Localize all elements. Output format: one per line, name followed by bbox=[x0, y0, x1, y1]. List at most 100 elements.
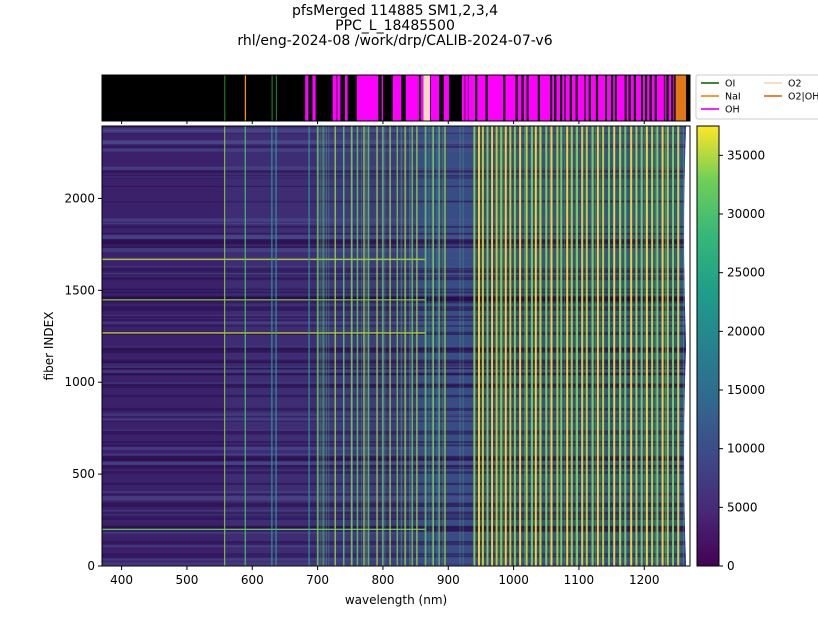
faint-line-48 bbox=[609, 126, 611, 566]
faint-line-40 bbox=[530, 126, 532, 566]
fiber-stripe-9 bbox=[102, 482, 690, 485]
fiber-stripe-128 bbox=[102, 361, 690, 365]
fiber-stripe-75 bbox=[102, 455, 690, 458]
y-tick-label-1000: 1000 bbox=[64, 375, 95, 389]
sky-line-59 bbox=[656, 126, 659, 566]
faint-line-53 bbox=[655, 126, 657, 566]
sky-line-4 bbox=[308, 126, 310, 566]
fiber-stripe-124 bbox=[102, 516, 690, 518]
faint-line-51 bbox=[408, 126, 410, 566]
x-tick-label-900: 900 bbox=[437, 573, 460, 587]
sky-line-40 bbox=[556, 126, 559, 566]
sky-line-53 bbox=[624, 126, 627, 566]
strip-band-10 bbox=[381, 75, 383, 121]
sky-line-32 bbox=[513, 126, 516, 566]
sky-line-29 bbox=[500, 126, 503, 566]
faint-line-54 bbox=[665, 126, 667, 566]
faint-line-0 bbox=[405, 126, 407, 566]
fiber-stripe-89 bbox=[102, 495, 690, 499]
faint-line-49 bbox=[442, 126, 444, 566]
faint-line-36 bbox=[365, 126, 367, 566]
faint-line-21 bbox=[361, 126, 363, 566]
sky-line-19 bbox=[424, 126, 427, 566]
sky-line-57 bbox=[645, 126, 648, 566]
sky-line-58 bbox=[651, 126, 654, 566]
fiber-stripe-134 bbox=[102, 232, 690, 235]
fiber-stripe-62 bbox=[102, 235, 690, 238]
faint-line-58 bbox=[620, 126, 622, 566]
sky-line-62 bbox=[672, 126, 675, 566]
legend-label-OH: OH bbox=[725, 105, 740, 116]
faint-line-1 bbox=[581, 126, 583, 566]
sky-line-11 bbox=[367, 126, 370, 566]
legend-label-O2: O2 bbox=[788, 79, 802, 90]
chart-title-line-1: pfsMerged 114885 SM1,2,3,4 bbox=[292, 3, 498, 19]
fiber-stripe-41 bbox=[102, 351, 690, 353]
fiber-stripe-15 bbox=[102, 176, 690, 179]
sky-line-43 bbox=[570, 126, 573, 566]
fiber-stripe-63 bbox=[102, 370, 690, 374]
x-tick-label-1000: 1000 bbox=[498, 573, 529, 587]
strip-band-28 bbox=[642, 75, 664, 121]
sky-line-47 bbox=[591, 126, 594, 566]
fiber-stripe-69 bbox=[102, 394, 690, 398]
faint-line-35 bbox=[322, 126, 324, 566]
fiber-stripe-147 bbox=[102, 526, 690, 528]
sky-line-9 bbox=[356, 126, 359, 566]
fiber-stripe-45 bbox=[102, 518, 690, 520]
x-tick-label-500: 500 bbox=[175, 573, 198, 587]
sky-line-12 bbox=[376, 126, 378, 566]
colorbar-tick-label-5000: 5000 bbox=[727, 500, 758, 514]
x-tick-label-1200: 1200 bbox=[629, 573, 660, 587]
sky-line-44 bbox=[575, 126, 578, 566]
strip-gap-9 bbox=[588, 75, 591, 121]
faint-line-29 bbox=[571, 126, 573, 566]
fiber-stripe-90 bbox=[102, 218, 690, 220]
fiber-stripe-27 bbox=[102, 555, 690, 558]
strip-band-14 bbox=[423, 75, 430, 121]
sky-line-7 bbox=[342, 126, 345, 566]
strip-band-30 bbox=[675, 75, 687, 121]
faint-line-59 bbox=[677, 126, 679, 566]
fiber-stripe-113 bbox=[102, 128, 690, 131]
x-axis: 400 500 600 700 800 900 1000 1100 1200 bbox=[110, 121, 660, 587]
strip-band-6 bbox=[332, 75, 337, 121]
faint-line-52 bbox=[431, 126, 433, 566]
fiber-stripe-7 bbox=[102, 543, 690, 548]
faint-line-14 bbox=[425, 126, 427, 566]
colorbar-tick-label-15000: 15000 bbox=[727, 383, 765, 397]
fiber-stripe-94 bbox=[102, 511, 690, 515]
faint-line-27 bbox=[523, 126, 525, 566]
fiber-stripe-138 bbox=[102, 558, 690, 561]
sky-line-61 bbox=[666, 126, 669, 566]
fiber-stripe-58 bbox=[102, 219, 690, 222]
strip-gap-10 bbox=[595, 75, 599, 121]
faint-line-18 bbox=[400, 126, 402, 566]
fiber-stripe-2 bbox=[102, 531, 690, 534]
sky-line-3 bbox=[275, 126, 277, 566]
y-axis-label: fiber INDEX bbox=[42, 312, 56, 381]
faint-line-26 bbox=[328, 126, 330, 566]
fiber-stripe-141 bbox=[102, 465, 690, 468]
fiber-stripe-107 bbox=[102, 275, 690, 277]
fiber-stripe-66 bbox=[102, 268, 690, 270]
fiber-stripe-4 bbox=[102, 276, 690, 279]
fiber-stripe-61 bbox=[102, 321, 690, 324]
fiber-stripe-95 bbox=[102, 239, 690, 242]
fiber-stripe-123 bbox=[102, 502, 690, 505]
sky-line-18 bbox=[416, 126, 418, 566]
strip-band-11 bbox=[392, 75, 402, 121]
faint-line-8 bbox=[590, 126, 592, 566]
faint-line-31 bbox=[428, 126, 430, 566]
fiber-stripe-143 bbox=[102, 383, 690, 387]
colorbar-tick-label-20000: 20000 bbox=[727, 324, 765, 338]
faint-line-23 bbox=[491, 126, 492, 566]
y-tick-label-2000: 2000 bbox=[64, 191, 95, 205]
sky-line-51 bbox=[613, 126, 616, 566]
sky-line-17 bbox=[411, 126, 414, 566]
strip-gap-11 bbox=[610, 75, 614, 121]
strip-gap-7 bbox=[559, 75, 563, 121]
faint-line-33 bbox=[561, 126, 563, 566]
faint-line-57 bbox=[432, 126, 434, 566]
